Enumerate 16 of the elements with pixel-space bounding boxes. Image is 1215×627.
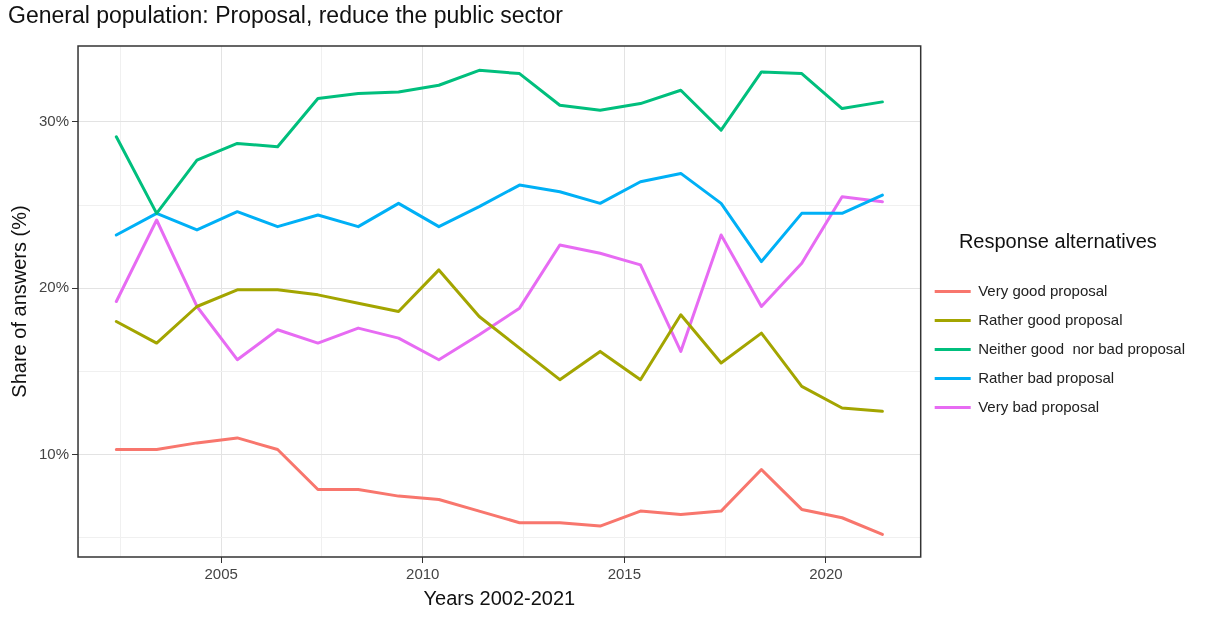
y-tick-label: 10% <box>38 444 70 462</box>
x-tick-label: 2020 <box>809 565 843 583</box>
y-axis-title: Share of answers (%) <box>7 205 30 398</box>
legend-label: Very good proposal <box>978 281 1108 299</box>
x-tick-label: 2010 <box>406 565 440 583</box>
y-tick-label: 30% <box>38 111 70 129</box>
legend-label: Rather good proposal <box>978 310 1123 328</box>
x-axis-title: Years 2002-2021 <box>423 586 576 609</box>
legend-label: Very bad proposal <box>978 397 1100 415</box>
legend-label: Neither good nor bad proposal <box>978 339 1186 357</box>
y-tick-label: 20% <box>38 278 70 296</box>
legend-label: Rather bad proposal <box>978 368 1115 386</box>
chart-title: General population: Proposal, reduce the public sector <box>8 2 563 29</box>
x-tick-label: 2005 <box>204 565 238 583</box>
x-tick-label: 2015 <box>607 565 642 583</box>
legend-title: Response alternatives <box>958 229 1157 252</box>
